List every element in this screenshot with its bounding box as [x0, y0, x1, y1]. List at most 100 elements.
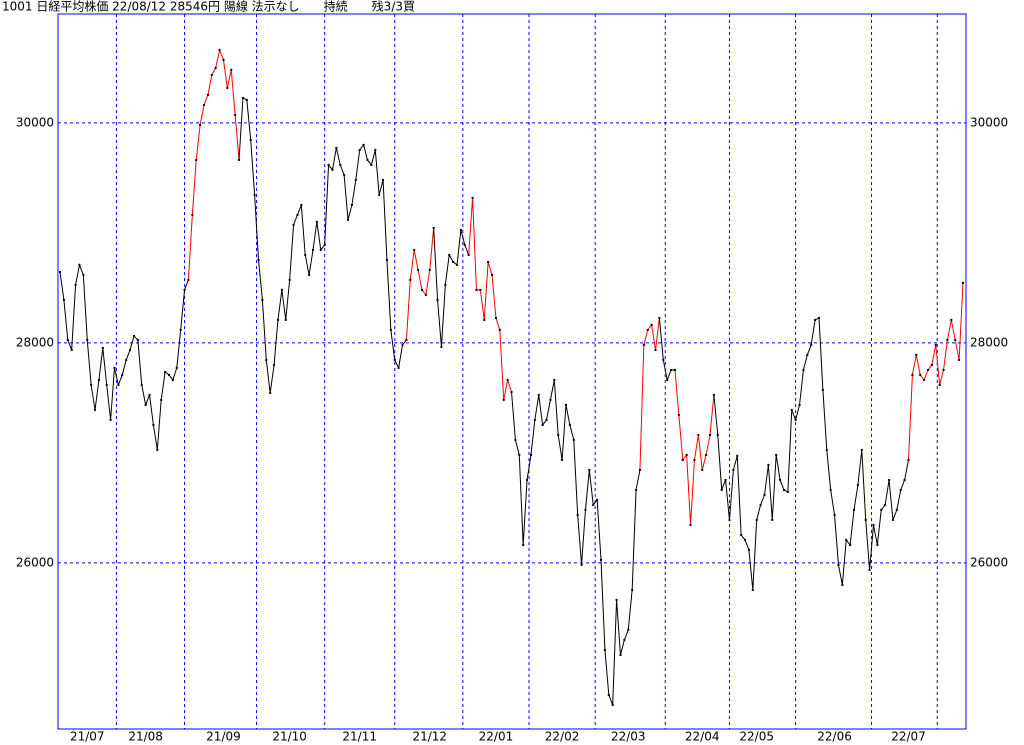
price-dot — [199, 123, 202, 126]
chart-title: 1001 日経平均株価 22/08/12 28546円 陽線 法示なし 持続 残… — [2, 0, 415, 14]
price-dot — [125, 358, 128, 361]
price-dot — [362, 143, 365, 146]
x-tick-label: 22/04 — [685, 730, 720, 744]
price-dot — [658, 316, 661, 319]
price-dot — [74, 283, 77, 286]
price-dot — [308, 273, 311, 276]
price-dot — [962, 281, 964, 284]
price-dot — [907, 458, 910, 461]
price-dot — [845, 538, 848, 541]
price-dot — [105, 383, 108, 386]
price-dot — [323, 243, 326, 246]
price-dot — [514, 438, 517, 441]
x-tick-label: 22/06 — [817, 730, 852, 744]
price-line — [717, 317, 909, 591]
price-dot — [864, 518, 867, 521]
price-dot — [206, 93, 209, 96]
price-dot — [817, 316, 820, 319]
price-dot — [343, 173, 346, 176]
price-dot — [424, 293, 427, 296]
price-dot — [82, 273, 85, 276]
price-dot — [269, 391, 272, 394]
price-dot — [868, 568, 871, 571]
price-dot — [210, 73, 213, 76]
x-tick-label: 22/01 — [479, 730, 514, 744]
price-dot — [257, 258, 260, 261]
price-dot — [350, 203, 353, 206]
price-dot — [588, 468, 591, 471]
price-dot — [300, 203, 303, 206]
price-dot — [90, 383, 93, 386]
price-dot — [782, 488, 785, 491]
price-dot — [319, 248, 322, 251]
price-dot — [685, 453, 688, 456]
price-dot — [452, 260, 455, 263]
price-dot — [288, 278, 291, 281]
price-dot — [958, 358, 961, 361]
price-dot — [428, 268, 431, 271]
price-dot — [732, 468, 735, 471]
price-dot — [553, 378, 556, 381]
price-dot — [510, 390, 513, 393]
price-dot — [794, 418, 797, 421]
price-dot — [603, 648, 606, 651]
price-dot — [526, 478, 529, 481]
price-dot — [121, 373, 124, 376]
price-dot — [175, 366, 178, 369]
price-dot — [545, 418, 548, 421]
price-dot — [374, 148, 377, 151]
price-dot — [218, 48, 221, 51]
price-dot — [241, 96, 244, 99]
price-dot — [728, 518, 731, 521]
price-dot — [872, 523, 875, 526]
plot-frame — [57, 13, 967, 730]
price-connector — [238, 97, 244, 161]
price-dot — [693, 458, 696, 461]
price-dot — [919, 373, 922, 376]
price-dot — [238, 158, 241, 161]
price-dot — [417, 268, 420, 271]
price-dot — [179, 328, 182, 331]
price-dot — [747, 548, 750, 551]
price-dot — [705, 453, 708, 456]
price-dot — [444, 283, 447, 286]
price-dot — [109, 418, 112, 421]
price-dot — [467, 253, 470, 256]
x-tick-label: 21/08 — [128, 730, 163, 744]
price-dot — [592, 503, 595, 506]
price-dot — [876, 543, 879, 546]
price-dot — [802, 368, 805, 371]
price-dot — [315, 220, 318, 223]
price-dot — [615, 598, 618, 601]
price-dot — [273, 363, 276, 366]
price-dot — [950, 318, 953, 321]
price-dot — [596, 498, 599, 501]
price-dot — [214, 66, 217, 69]
price-dot — [635, 488, 638, 491]
price-dot — [253, 193, 256, 196]
price-dot — [59, 270, 61, 273]
price-dot — [740, 533, 743, 536]
price-dot — [101, 346, 104, 349]
price-dot — [891, 518, 894, 521]
x-tick-label: 21/09 — [206, 730, 241, 744]
x-tick-label: 22/03 — [611, 730, 646, 744]
price-dot — [584, 508, 587, 511]
price-dot — [775, 453, 778, 456]
price-dot — [529, 453, 532, 456]
price-dot — [888, 478, 891, 481]
price-dot — [261, 298, 264, 301]
price-dot — [335, 146, 338, 149]
price-dot — [938, 383, 941, 386]
price-dot — [580, 563, 583, 566]
price-dot — [397, 366, 400, 369]
price-dot — [339, 163, 342, 166]
price-dot — [895, 508, 898, 511]
price-dot — [841, 583, 844, 586]
price-dot — [607, 693, 610, 696]
price-connector — [713, 394, 719, 436]
price-dot — [113, 366, 116, 369]
price-dot — [136, 338, 139, 341]
